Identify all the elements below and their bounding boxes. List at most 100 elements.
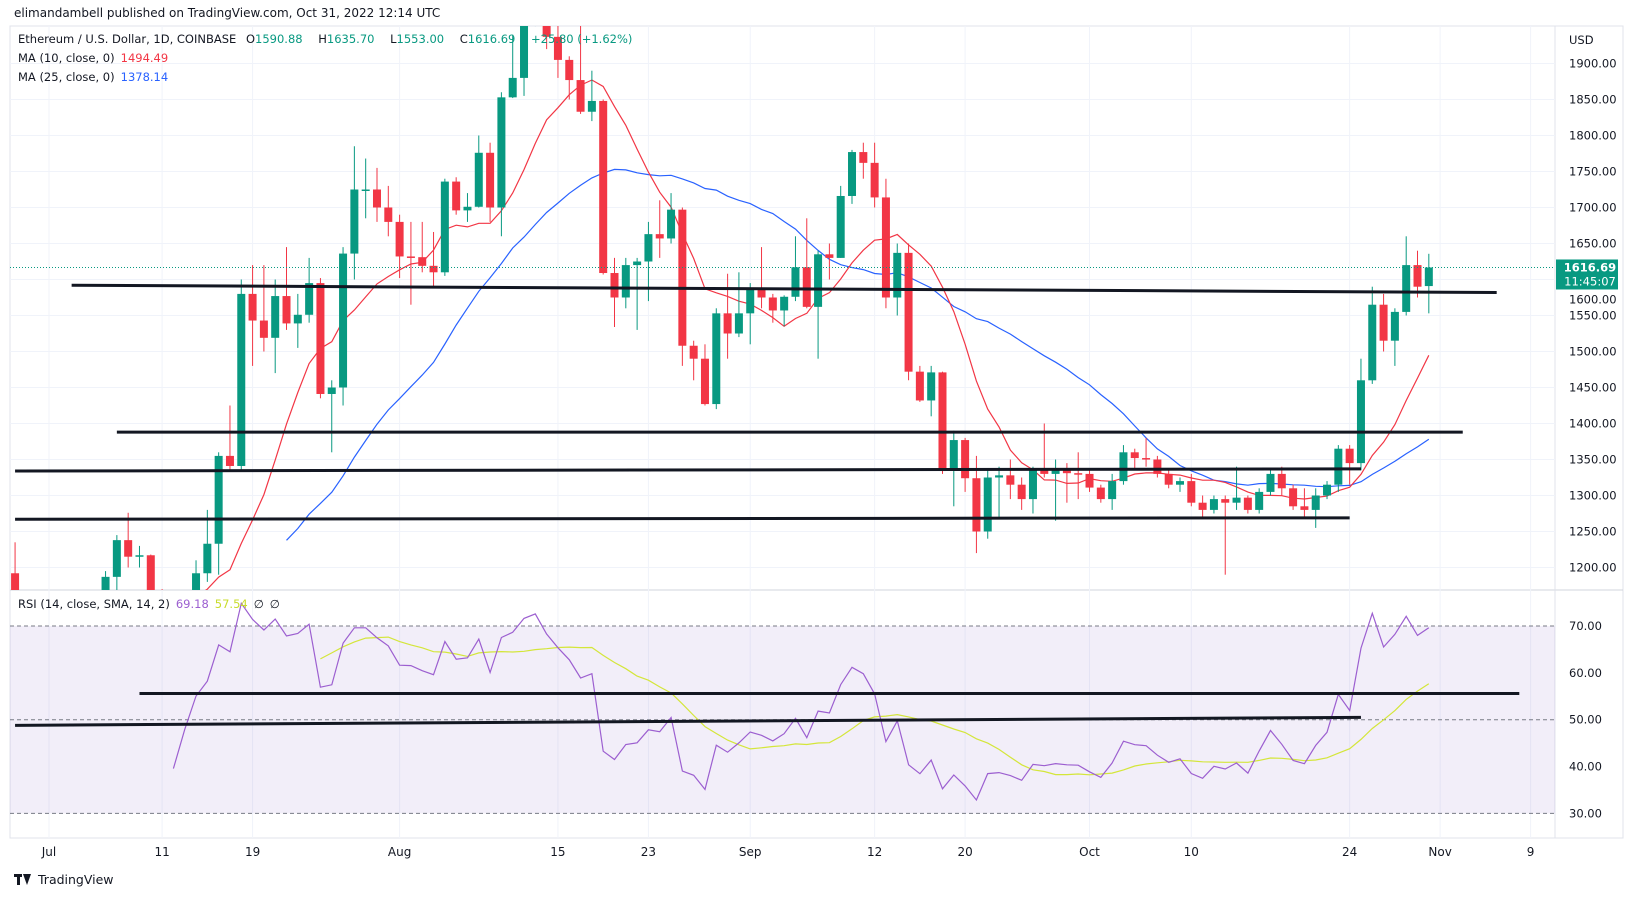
candle[interactable]	[271, 279, 280, 374]
candle[interactable]	[282, 247, 291, 330]
candle[interactable]	[372, 167, 381, 222]
candle[interactable]	[1119, 445, 1128, 485]
candle[interactable]	[1198, 495, 1207, 518]
candle[interactable]	[497, 92, 506, 237]
candle[interactable]	[1323, 481, 1332, 500]
candle[interactable]	[995, 466, 1004, 518]
candle[interactable]	[101, 571, 110, 632]
candle[interactable]	[1232, 466, 1241, 510]
candle[interactable]	[192, 560, 201, 656]
candle[interactable]	[418, 221, 427, 273]
candle[interactable]	[1402, 236, 1411, 316]
candle[interactable]	[621, 257, 630, 309]
candle[interactable]	[452, 177, 461, 215]
candle[interactable]	[1243, 495, 1252, 514]
candle[interactable]	[259, 265, 268, 352]
candle[interactable]	[542, 0, 551, 50]
candle[interactable]	[848, 149, 857, 204]
candle[interactable]	[1311, 488, 1320, 528]
candle[interactable]	[474, 135, 483, 208]
candle[interactable]	[1424, 253, 1433, 314]
candle[interactable]	[203, 509, 212, 582]
candle[interactable]	[1006, 459, 1015, 500]
candle[interactable]	[791, 236, 800, 302]
rsi-legend[interactable]: RSI (14, close, SMA, 14, 2) 69.18 57.54 ∅ ∅	[18, 597, 280, 611]
candle[interactable]	[881, 178, 890, 309]
candle[interactable]	[780, 295, 789, 327]
candle[interactable]	[1221, 495, 1230, 575]
candle[interactable]	[316, 278, 325, 399]
candle[interactable]	[689, 340, 698, 381]
candle[interactable]	[893, 243, 902, 316]
candle[interactable]	[1289, 484, 1298, 510]
candle[interactable]	[135, 545, 144, 568]
candle[interactable]	[1255, 488, 1264, 514]
candle[interactable]	[825, 243, 834, 280]
candle[interactable]	[610, 257, 619, 328]
candle[interactable]	[576, 20, 585, 114]
candle[interactable]	[350, 146, 359, 280]
candle[interactable]	[531, 0, 539, 27]
candle[interactable]	[1187, 473, 1196, 507]
candle[interactable]	[983, 470, 992, 539]
candle[interactable]	[961, 437, 970, 492]
candle[interactable]	[565, 56, 574, 100]
candle[interactable]	[384, 185, 393, 237]
horizontal-level-line[interactable]	[15, 516, 1350, 521]
candle[interactable]	[486, 142, 495, 222]
candle[interactable]	[927, 365, 936, 417]
candle[interactable]	[1153, 455, 1162, 478]
candle[interactable]	[757, 247, 766, 309]
candle[interactable]	[429, 231, 438, 287]
candle[interactable]	[1130, 448, 1139, 471]
horizontal-level-line[interactable]	[15, 467, 1361, 473]
candle[interactable]	[11, 542, 20, 612]
candle[interactable]	[802, 218, 811, 309]
candle[interactable]	[440, 178, 449, 276]
candle[interactable]	[293, 293, 302, 348]
candle[interactable]	[1379, 293, 1388, 352]
candle[interactable]	[1085, 470, 1094, 492]
candle[interactable]	[836, 185, 845, 258]
rsi-pane[interactable]	[10, 601, 1555, 814]
candle[interactable]	[406, 221, 415, 305]
candle[interactable]	[938, 371, 947, 474]
candle[interactable]	[712, 308, 721, 410]
candle[interactable]	[1176, 477, 1184, 492]
candle[interactable]	[1164, 470, 1173, 489]
candle[interactable]	[1345, 445, 1354, 485]
candle[interactable]	[225, 405, 234, 471]
candle[interactable]	[587, 70, 596, 122]
candle[interactable]	[1028, 466, 1037, 514]
candle[interactable]	[1142, 437, 1151, 467]
symbol-title[interactable]: Ethereum / U.S. Dollar, 1D, COINBASE	[18, 32, 237, 46]
candle[interactable]	[1277, 466, 1286, 496]
candle[interactable]	[746, 283, 755, 345]
candle[interactable]	[327, 380, 336, 453]
candle[interactable]	[248, 265, 257, 366]
candle[interactable]	[1413, 250, 1422, 298]
candle[interactable]	[1266, 470, 1275, 496]
ma10-legend[interactable]: MA (10, close, 0) 1494.49	[18, 51, 169, 65]
candle[interactable]	[1356, 358, 1365, 471]
candle[interactable]	[915, 365, 924, 402]
candle[interactable]	[553, 0, 562, 78]
candle[interactable]	[723, 273, 732, 359]
rsi-drawn-line[interactable]	[15, 715, 1361, 727]
candle[interactable]	[1108, 473, 1117, 510]
candle[interactable]	[734, 272, 743, 338]
candle[interactable]	[361, 158, 370, 219]
candle[interactable]	[655, 200, 664, 258]
candle[interactable]	[520, 20, 529, 96]
candle[interactable]	[124, 512, 133, 568]
candle[interactable]	[870, 142, 879, 208]
candle[interactable]	[678, 207, 687, 366]
candle[interactable]	[1096, 484, 1105, 503]
candle[interactable]	[237, 279, 246, 471]
candle[interactable]	[305, 257, 314, 323]
candle[interactable]	[339, 247, 348, 406]
candle[interactable]	[1017, 477, 1026, 510]
candle[interactable]	[667, 193, 676, 244]
candle[interactable]	[1209, 495, 1218, 514]
